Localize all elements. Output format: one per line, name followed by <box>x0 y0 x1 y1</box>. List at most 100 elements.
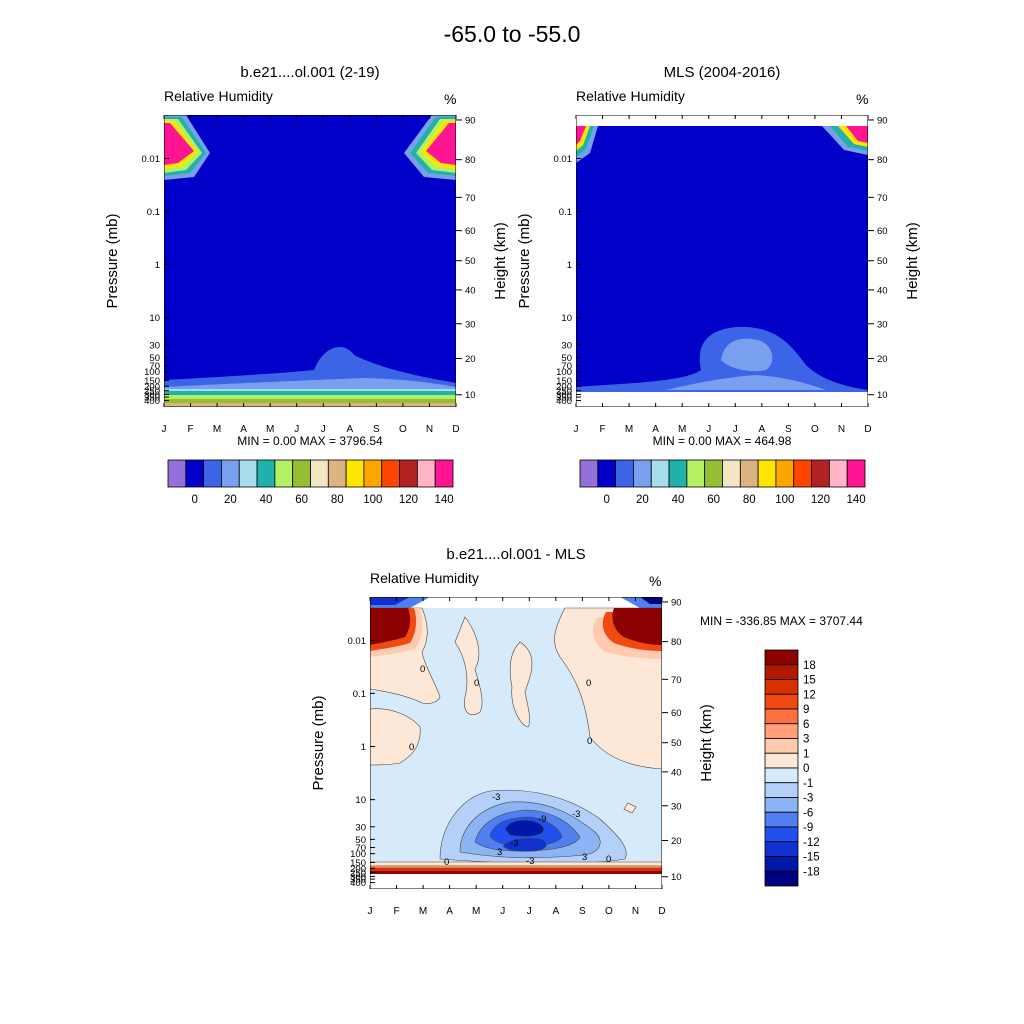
y-tick-label: 0.1 <box>559 207 572 218</box>
colorbar-box <box>764 826 799 843</box>
y-tick-label: 70 <box>355 843 366 854</box>
colorbar-tick-label: 15 <box>803 675 816 687</box>
colorbar-box <box>764 752 799 769</box>
x-tick-label: D <box>658 906 665 917</box>
panel-title: b.e21....ol.001 - MLS <box>446 546 585 563</box>
y-tick-label: 70 <box>149 361 160 372</box>
colorbar-tick-label: 120 <box>399 494 418 506</box>
x-tick-label: D <box>864 424 871 435</box>
y2-tick-label: 60 <box>877 226 888 237</box>
x-tick-label: M <box>625 424 633 435</box>
colorbar-tick-label: -6 <box>803 807 813 819</box>
x-tick-label: F <box>187 424 193 435</box>
colorbar-box <box>704 459 723 488</box>
colorbar-box <box>167 459 187 488</box>
colorbar-tick-label: 20 <box>224 494 237 506</box>
colorbar-box <box>238 459 258 488</box>
x-tick-label: D <box>452 424 459 435</box>
x-tick-label: N <box>426 424 433 435</box>
x-tick-label: N <box>632 906 639 917</box>
colorbar-tick-label: -15 <box>803 852 820 864</box>
y-axis-label: Pressure (mb) <box>516 213 533 308</box>
colorbar-box <box>399 459 418 488</box>
y2-tick-label: 20 <box>877 354 888 365</box>
plot-area <box>370 597 662 889</box>
x-tick-label: A <box>758 424 765 435</box>
y-tick-label: 70 <box>561 361 572 372</box>
axis-ticks: J F M A M J J A S O N D0.010.1110305070100150200250… <box>142 115 476 435</box>
colorbar-box <box>764 708 799 725</box>
y-tick-label: 300 <box>350 872 366 883</box>
x-tick-label: A <box>346 424 353 435</box>
x-tick-label: J <box>706 424 711 435</box>
colorbar-box <box>764 679 799 695</box>
y2-tick-label: 10 <box>465 390 476 401</box>
variable-label: Relative Humidity <box>164 88 273 104</box>
colorbar-tick-label: 20 <box>636 494 649 506</box>
colorbar-box <box>764 649 799 666</box>
y-tick-label: 200 <box>350 864 366 875</box>
colorbar-box <box>764 856 799 872</box>
x-tick-label: M <box>678 424 686 435</box>
contour-label: 0 <box>444 857 449 868</box>
x-tick-label: M <box>213 424 221 435</box>
colorbar-tick-label: 80 <box>331 494 344 506</box>
contour-label: -3 <box>572 809 580 820</box>
y2-tick-label: 30 <box>465 319 476 330</box>
x-tick-label: M <box>419 906 427 917</box>
x-tick-label: M <box>472 906 480 917</box>
y-tick-label: 100 <box>556 367 572 378</box>
colorbar-tick-label: -1 <box>803 778 813 790</box>
plot-area <box>164 115 456 407</box>
colorbar-tick-label: -18 <box>803 866 820 878</box>
y-tick-label: 200 <box>144 382 160 393</box>
y-tick-label: 350 <box>350 875 366 886</box>
y-tick-label: 10 <box>355 795 366 806</box>
x-tick-label: J <box>500 906 505 917</box>
y2-tick-label: 60 <box>671 708 682 719</box>
y2-tick-label: 50 <box>671 738 682 749</box>
contour-label: 0 <box>606 854 611 865</box>
min-max-text: MIN = 0.00 MAX = 3796.54 <box>237 434 383 448</box>
colorbar-box <box>764 723 799 739</box>
colorbar-box <box>686 459 706 488</box>
colorbar-box <box>292 459 311 488</box>
x-tick-label: O <box>399 424 407 435</box>
y2-tick-label: 90 <box>465 115 476 126</box>
y2-tick-label: 90 <box>671 597 682 608</box>
colorbar-box <box>381 459 400 488</box>
y-tick-label: 0.01 <box>142 154 161 165</box>
axis-ticks: J F M A M J J A S O N D0.010.1110305070100150200250… <box>348 597 682 917</box>
panel-model: b.e21....ol.001 (2-19) Relative Humidity… <box>104 64 509 506</box>
y-tick-label: 350 <box>556 393 572 404</box>
y-tick-label: 10 <box>149 313 160 324</box>
colorbar-tick-label: 100 <box>363 494 382 506</box>
units-label: % <box>856 91 868 107</box>
y-tick-label: 10 <box>561 313 572 324</box>
colorbar-tick-label: -3 <box>803 793 813 805</box>
y2-tick-label: 80 <box>877 155 888 166</box>
y2-tick-label: 70 <box>671 675 682 686</box>
colorbar-box <box>310 459 329 488</box>
y2-tick-label: 10 <box>877 390 888 401</box>
y2-tick-label: 40 <box>465 285 476 296</box>
y-tick-label: 250 <box>144 386 160 397</box>
x-tick-label: J <box>733 424 738 435</box>
x-tick-label: J <box>321 424 326 435</box>
y-tick-label: 400 <box>144 396 160 407</box>
colorbar-tick-label: 80 <box>743 494 756 506</box>
y2-tick-label: 70 <box>877 193 888 204</box>
y-tick-label: 1 <box>155 260 160 271</box>
contour-label: 0 <box>420 664 425 675</box>
contour-label: 0 <box>587 736 592 747</box>
variable-label: Relative Humidity <box>576 88 685 104</box>
x-tick-label: A <box>240 424 247 435</box>
colorbar: 0 20 40 60 80 100 120 140 <box>579 459 866 506</box>
x-tick-label: O <box>605 906 613 917</box>
y2-tick-label: 40 <box>877 285 888 296</box>
y-axis-label: Pressure (mb) <box>310 695 327 790</box>
y-tick-label: 0.01 <box>348 636 367 647</box>
min-max-text: MIN = 0.00 MAX = 464.98 <box>653 434 792 448</box>
colorbar: 18 15 12 9 6 3 1 0 -1 -3 -6 -9 -12 -15 -18 <box>764 649 820 887</box>
